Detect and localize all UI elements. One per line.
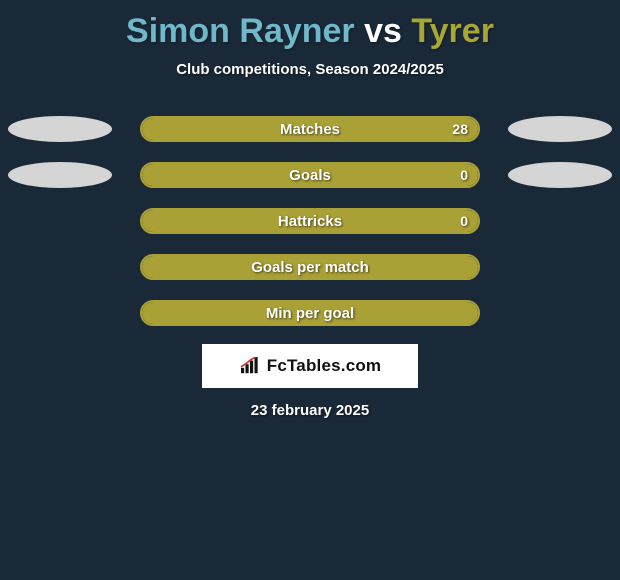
stat-value-right: 0: [460, 167, 468, 183]
stat-row: Matches28: [0, 116, 620, 142]
stat-row: Goals per match: [0, 254, 620, 280]
stat-bar-track: [140, 162, 480, 188]
player2-bar-fill: [142, 210, 478, 232]
vs-word: vs: [364, 12, 402, 50]
stat-bar-track: [140, 254, 480, 280]
player1-ellipse: [8, 116, 112, 142]
player1-name: Simon Rayner: [126, 12, 355, 50]
logo-box[interactable]: FcTables.com: [202, 344, 418, 388]
stat-row: Hattricks0: [0, 208, 620, 234]
comparison-title: Simon Rayner vs Tyrer: [0, 0, 620, 51]
stat-value-right: 28: [452, 121, 468, 137]
player2-ellipse: [508, 116, 612, 142]
stat-rows: Matches28 Goals0 Hattricks0 Goals per match…: [0, 116, 620, 326]
player2-bar-fill: [142, 118, 478, 140]
player2-bar-fill: [142, 256, 478, 278]
stat-row: Goals0: [0, 162, 620, 188]
subtitle: Club competitions, Season 2024/2025: [0, 61, 620, 78]
player2-ellipse: [508, 162, 612, 188]
stat-row: Min per goal: [0, 300, 620, 326]
date-label: 23 february 2025: [0, 402, 620, 419]
stat-bar-track: [140, 208, 480, 234]
stat-value-right: 0: [460, 213, 468, 229]
logo-text: FcTables.com: [267, 356, 382, 376]
stat-bar-track: [140, 116, 480, 142]
bar-chart-icon: [239, 357, 261, 375]
player2-bar-fill: [142, 302, 478, 324]
player2-name: Tyrer: [411, 12, 494, 50]
stat-bar-track: [140, 300, 480, 326]
player1-ellipse: [8, 162, 112, 188]
player2-bar-fill: [142, 164, 478, 186]
